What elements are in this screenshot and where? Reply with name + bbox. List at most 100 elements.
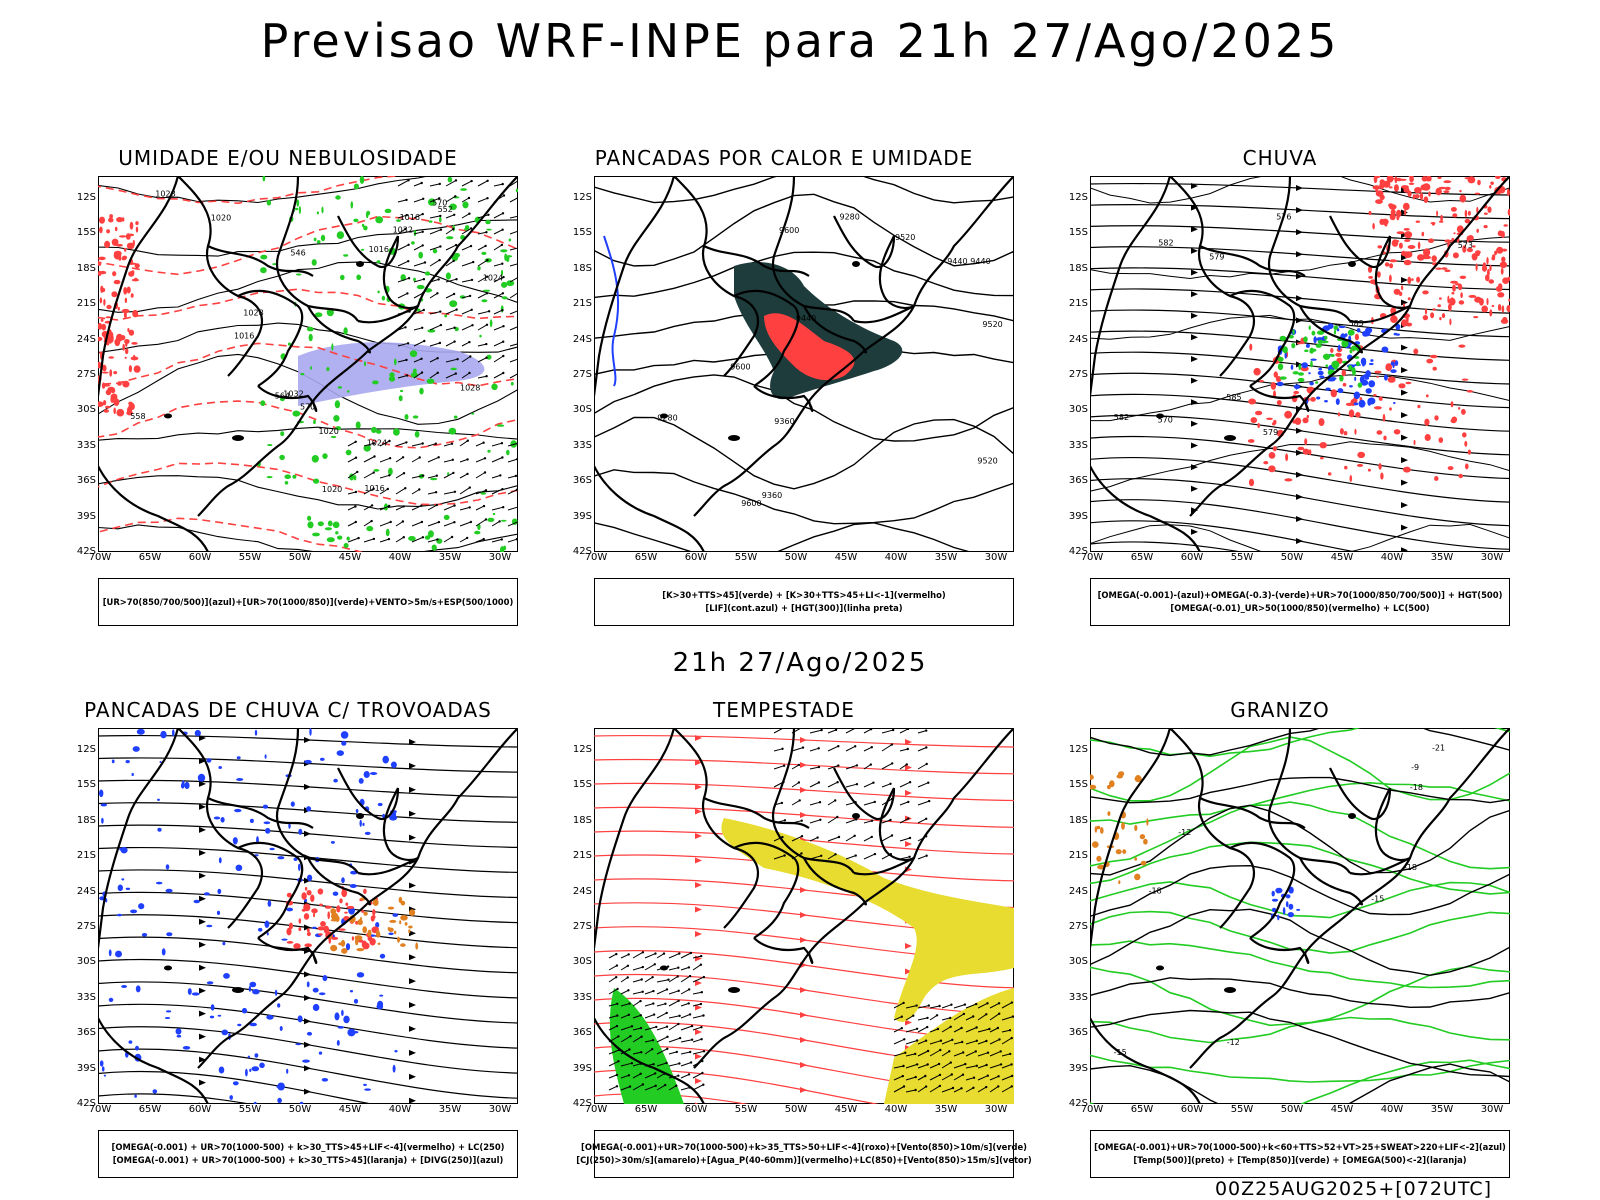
contour-label: -15: [1114, 1048, 1127, 1057]
lat-tick-label: 36S: [76, 1027, 96, 1039]
contour-label: 9600: [741, 499, 761, 508]
lat-tick-label: 36S: [572, 1027, 592, 1039]
legend-line: [K>30+TTS>45](verde) + [K>30+TTS>45+LI<-…: [662, 590, 946, 600]
lat-tick-label: 21S: [1068, 298, 1088, 310]
lon-tick-label: 70W: [1080, 1104, 1104, 1115]
lon-tick-label: 40W: [388, 552, 412, 563]
lat-tick-label: 33S: [572, 991, 592, 1003]
legend-line: [LIF](cont.azul) + [HGT(300)](linha pret…: [705, 603, 903, 613]
contour-label: 564: [275, 392, 290, 401]
legend-box: [OMEGA(-0.001)-(azul)+OMEGA(-0.3)-(verde…: [1090, 578, 1510, 626]
lat-tick-label: 15S: [572, 227, 592, 239]
lon-tick-label: 60W: [684, 1104, 708, 1115]
lon-tick-label: 65W: [138, 552, 162, 563]
lon-tick-label: 45W: [1330, 1104, 1354, 1115]
contour-label: -15: [1371, 895, 1384, 904]
lat-tick-label: 12S: [1068, 192, 1088, 203]
contour-label: 1028: [243, 309, 263, 318]
longitude-axis: 70W 65W 60W 55W 50W 45W 40W 35W 30W: [585, 552, 1014, 566]
lat-tick-label: 42S: [1068, 1098, 1088, 1109]
weather-map: [98, 728, 518, 1104]
lat-tick-label: 39S: [572, 510, 592, 522]
lat-tick-label: 21S: [572, 298, 592, 310]
contour-label: 9360: [774, 417, 794, 426]
lat-tick-label: 30S: [572, 404, 592, 416]
contour-label: 570: [1158, 415, 1173, 424]
lat-tick-label: 27S: [1068, 921, 1088, 932]
lat-tick-label: 27S: [572, 369, 592, 380]
contour-label: 552: [438, 205, 453, 214]
lon-tick-label: 40W: [884, 1104, 908, 1115]
lon-tick-label: 65W: [634, 552, 658, 563]
lat-tick-label: 24S: [76, 885, 96, 897]
contour-label: 1016: [369, 245, 389, 254]
longitude-axis: 70W 65W 60W 55W 50W 45W 40W 35W 30W: [1081, 1104, 1510, 1118]
lat-tick-label: 18S: [76, 814, 96, 826]
panel-title: TEMPESTADE: [713, 698, 855, 722]
lon-tick-label: 65W: [1130, 1104, 1154, 1115]
contour-label: 582: [1114, 413, 1129, 422]
contour-label: 1024: [367, 439, 387, 448]
lat-tick-label: 39S: [1068, 510, 1088, 522]
lon-tick-label: 50W: [1280, 552, 1304, 563]
lon-tick-label: 55W: [238, 552, 262, 563]
lon-tick-label: 40W: [1380, 552, 1404, 563]
map-frame: -12 -12 -15 -15 -18 -18 -21 -9 -18: [1090, 728, 1510, 1104]
weather-map: 1016 1016 1016 1020 1020 1020 1024 1024 1028 1028…: [98, 176, 518, 552]
lon-tick-label: 50W: [288, 552, 312, 563]
lon-tick-label: 55W: [734, 552, 758, 563]
map-frame: 1016 1016 1016 1020 1020 1020 1024 1024 1028 1028…: [98, 176, 518, 552]
legend-line: [OMEGA(-0.001)+UR>70(1000-500)+k<60+TTS>…: [1094, 1142, 1506, 1152]
latitude-axis: 12S 15S 18S 21S 24S 27S 30S 33S 36S 39S 42S: [58, 176, 96, 557]
lon-tick-label: 45W: [338, 552, 362, 563]
lon-tick-label: 50W: [784, 1104, 808, 1115]
lat-tick-label: 42S: [76, 1098, 96, 1109]
longitude-axis: 70W 65W 60W 55W 50W 45W 40W 35W 30W: [89, 552, 518, 566]
panel-chuva: CHUVA 12S 15S 18S 21S 24S 27S 30S 33S 36S 39S 42S 58…: [1050, 146, 1510, 626]
contour-label: 9520: [895, 233, 915, 242]
contour-label: 573: [1458, 241, 1473, 250]
lon-tick-label: 50W: [1280, 1104, 1304, 1115]
legend-line: [OMEGA(-0.01)_UR>50(1000/850)(vermelho) …: [1170, 603, 1430, 613]
lat-tick-label: 39S: [76, 510, 96, 522]
lon-tick-label: 60W: [1180, 1104, 1204, 1115]
longitude-axis: 70W 65W 60W 55W 50W 45W 40W 35W 30W: [89, 1104, 518, 1118]
panel-title: PANCADAS DE CHUVA C/ TROVOADAS: [84, 698, 492, 722]
lon-tick-label: 70W: [584, 552, 608, 563]
lon-tick-label: 55W: [1230, 552, 1254, 563]
contour-label: -9: [1411, 763, 1419, 772]
panel-title: UMIDADE E/OU NEBULOSIDADE: [118, 146, 458, 170]
latitude-axis: 12S 15S 18S 21S 24S 27S 30S 33S 36S 39S 42S: [1050, 728, 1088, 1109]
contour-label: 9280: [657, 414, 677, 423]
legend-box: [OMEGA(-0.001)+UR>70(1000-500)+k<60+TTS>…: [1090, 1130, 1510, 1178]
contour-label: 9520: [982, 320, 1002, 329]
legend-line: [OMEGA(-0.001) + UR>70(1000-500) + k>30_…: [112, 1155, 504, 1165]
panel-pancadas-calor: PANCADAS POR CALOR E UMIDADE 12S 15S 18S 21S…: [554, 146, 1014, 626]
lon-tick-label: 60W: [684, 552, 708, 563]
lat-tick-label: 15S: [1068, 779, 1088, 791]
panel-tempestade: TEMPESTADE 12S 15S 18S 21S 24S 27S 30S 33S 36S 39S…: [554, 698, 1032, 1178]
legend-line: [UR>70(850/700/500)](azul)+[UR>70(1000/8…: [102, 596, 514, 607]
contour-label: 1028: [155, 189, 175, 198]
lat-tick-label: 15S: [76, 227, 96, 239]
lon-tick-label: 55W: [1230, 1104, 1254, 1115]
lat-tick-label: 21S: [1068, 850, 1088, 862]
lat-tick-label: 21S: [572, 850, 592, 862]
contour-label: 558: [130, 412, 145, 421]
lat-tick-label: 15S: [76, 779, 96, 791]
panel-title: PANCADAS POR CALOR E UMIDADE: [594, 146, 974, 170]
lon-tick-label: 55W: [238, 1104, 262, 1115]
contour-label: 9440: [796, 314, 816, 323]
lat-tick-label: 30S: [76, 956, 96, 968]
legend-line: [OMEGA(-0.001)-(azul)+OMEGA(-0.3)-(verde…: [1097, 590, 1503, 600]
contour-label: 1016: [234, 332, 254, 341]
contour-label: -18: [1404, 863, 1417, 872]
lon-tick-label: 35W: [1430, 552, 1454, 563]
contour-label: 546: [290, 249, 305, 258]
weather-map: -12 -12 -15 -15 -18 -18 -21 -9 -18: [1090, 728, 1510, 1104]
panel-title: CHUVA: [1242, 146, 1318, 170]
lon-tick-label: 35W: [438, 1104, 462, 1115]
latitude-axis: 12S 15S 18S 21S 24S 27S 30S 33S 36S 39S 42S: [554, 176, 592, 557]
lon-tick-label: 65W: [138, 1104, 162, 1115]
lat-tick-label: 33S: [1068, 439, 1088, 451]
